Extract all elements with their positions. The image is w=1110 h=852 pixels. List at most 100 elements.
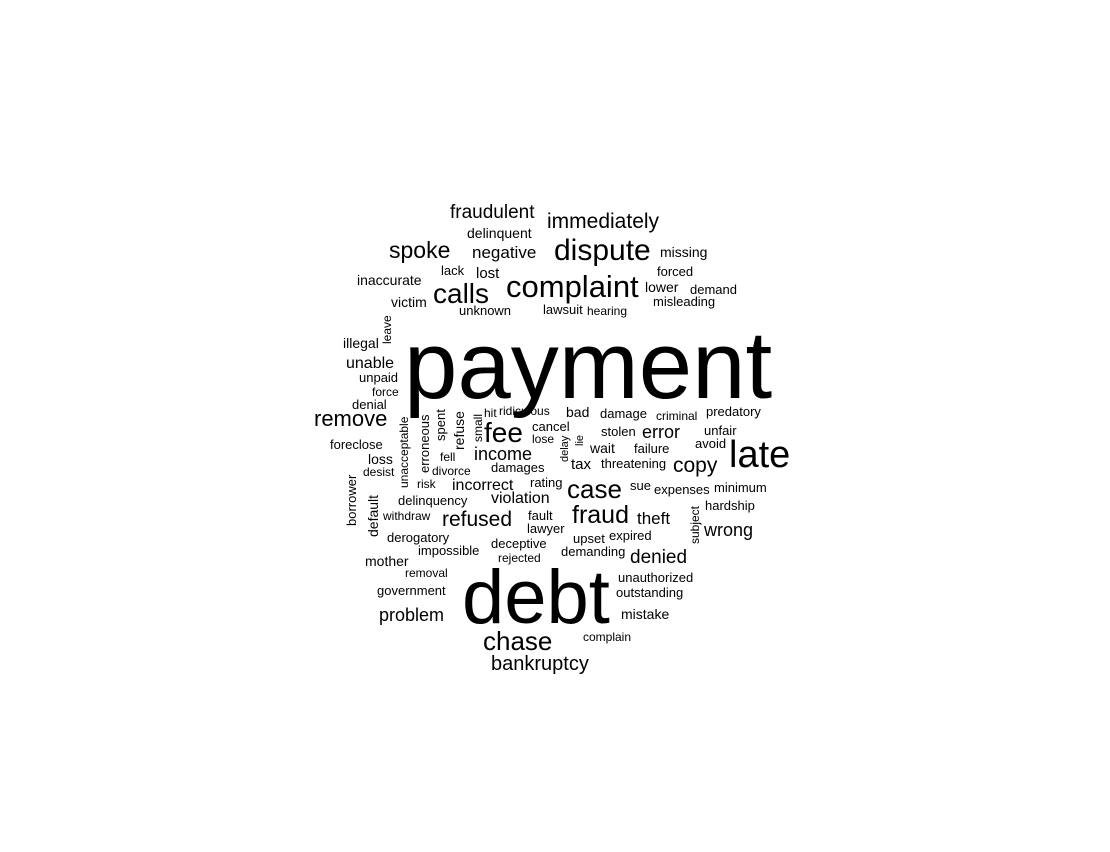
word-mother: mother xyxy=(365,553,409,569)
word-threatening: threatening xyxy=(601,456,667,471)
word-remove: remove xyxy=(314,406,388,431)
word-damages: damages xyxy=(491,460,545,475)
word-ridiculous: ridiculous xyxy=(499,404,550,418)
word-bankruptcy: bankruptcy xyxy=(491,653,589,675)
word-debt: debt xyxy=(462,555,610,640)
word-lie: lie xyxy=(574,434,586,446)
word-error: error xyxy=(642,422,681,442)
word-criminal: criminal xyxy=(656,409,698,423)
word-demand: demand xyxy=(690,282,737,297)
word-mistake: mistake xyxy=(621,606,670,622)
word-withdraw: withdraw xyxy=(383,509,431,523)
word-late: late xyxy=(729,434,791,476)
word-problem: problem xyxy=(379,605,445,625)
word-lack: lack xyxy=(441,263,465,278)
word-denied: denied xyxy=(630,547,688,568)
word-removal: removal xyxy=(405,566,448,580)
word-hit: hit xyxy=(484,406,497,420)
word-lower: lower xyxy=(645,279,679,295)
word-unacceptable: unacceptable xyxy=(397,416,411,488)
word-lawsuit: lawsuit xyxy=(543,302,583,317)
word-risk: risk xyxy=(417,477,436,491)
word-delinquency: delinquency xyxy=(398,493,468,508)
word-tax: tax xyxy=(571,456,592,473)
word-outstanding: outstanding xyxy=(616,585,684,600)
word-chase: chase xyxy=(483,626,553,656)
word-incorrect: incorrect xyxy=(452,477,514,494)
word-desist: desist xyxy=(363,465,395,479)
word-derogatory: derogatory xyxy=(387,530,450,545)
word-loss: loss xyxy=(368,451,393,467)
word-cancel: cancel xyxy=(532,419,570,434)
word-impossible: impossible xyxy=(418,543,480,558)
word-default: default xyxy=(365,494,381,537)
word-fee: fee xyxy=(484,417,523,448)
word-bad: bad xyxy=(566,404,590,420)
word-stolen: stolen xyxy=(601,424,636,439)
word-subject: subject xyxy=(688,505,702,544)
word-delay: delay xyxy=(559,435,571,462)
word-demanding: demanding xyxy=(561,544,626,559)
word-unable: unable xyxy=(346,355,395,372)
word-sue: sue xyxy=(630,478,651,493)
word-minimum: minimum xyxy=(714,480,767,495)
word-misleading: misleading xyxy=(653,294,716,309)
word-illegal: illegal xyxy=(343,335,379,351)
word-lawyer: lawyer xyxy=(527,521,565,536)
word-violation: violation xyxy=(491,490,550,507)
word-deceptive: deceptive xyxy=(491,536,547,551)
word-borrower: borrower xyxy=(344,474,359,526)
word-unpaid: unpaid xyxy=(359,370,399,385)
word-fraudulent: fraudulent xyxy=(450,202,535,223)
word-failure: failure xyxy=(634,441,670,456)
word-missing: missing xyxy=(660,244,708,260)
word-denial: denial xyxy=(352,397,387,412)
word-divorce: divorce xyxy=(432,464,471,478)
word-victim: victim xyxy=(391,294,427,310)
word-wait: wait xyxy=(590,440,615,456)
word-fault: fault xyxy=(528,508,553,523)
word-immediately: immediately xyxy=(547,210,660,233)
word-rating: rating xyxy=(530,475,563,490)
word-lose: lose xyxy=(532,432,555,446)
word-fraud: fraud xyxy=(572,501,629,529)
word-unauthorized: unauthorized xyxy=(618,570,694,585)
word-forced: forced xyxy=(657,264,694,279)
word-copy: copy xyxy=(673,454,718,477)
word-complain: complain xyxy=(583,630,632,644)
word-expired: expired xyxy=(609,528,652,543)
word-erroneous: erroneous xyxy=(417,414,432,473)
word-avoid: avoid xyxy=(695,436,727,451)
word-income: income xyxy=(474,444,533,464)
word-delinquent: delinquent xyxy=(467,225,532,241)
word-lost: lost xyxy=(476,265,500,282)
word-negative: negative xyxy=(472,243,537,262)
word-hardship: hardship xyxy=(705,498,755,513)
word-theft: theft xyxy=(637,509,671,528)
word-predatory: predatory xyxy=(706,404,761,419)
word-hearing: hearing xyxy=(587,304,628,318)
word-payment: payment xyxy=(404,312,773,419)
word-unknown: unknown xyxy=(459,303,512,318)
word-damage: damage xyxy=(600,406,647,421)
word-upset: upset xyxy=(573,531,605,546)
word-calls: calls xyxy=(433,278,490,309)
word-small: small xyxy=(471,413,485,442)
word-fell: fell xyxy=(440,450,456,464)
word-spent: spent xyxy=(433,409,448,441)
word-refused: refused xyxy=(442,508,513,531)
word-rejected: rejected xyxy=(498,551,541,565)
word-inaccurate: inaccurate xyxy=(357,272,422,288)
word-refuse: refuse xyxy=(451,411,467,450)
word-case: case xyxy=(567,474,622,504)
word-unfair: unfair xyxy=(704,423,737,438)
word-complaint: complaint xyxy=(506,269,639,304)
word-spoke: spoke xyxy=(389,237,451,263)
word-force: force xyxy=(372,385,399,399)
word-dispute: dispute xyxy=(554,234,651,267)
word-foreclose: foreclose xyxy=(330,437,383,452)
word-government: government xyxy=(377,583,446,598)
word-expenses: expenses xyxy=(654,482,710,497)
word-wrong: wrong xyxy=(704,520,754,540)
